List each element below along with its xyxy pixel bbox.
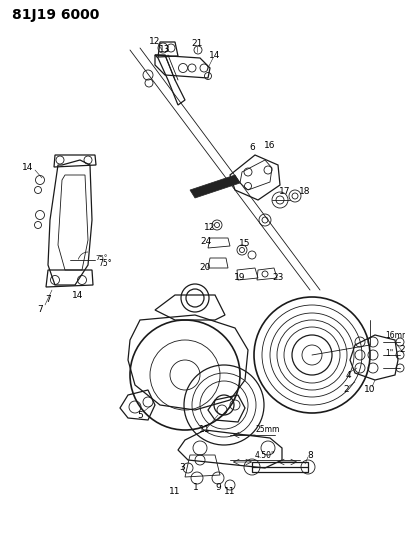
Text: 16mm: 16mm <box>385 332 405 341</box>
Text: 75°: 75° <box>98 259 112 268</box>
Text: 14: 14 <box>209 51 221 60</box>
Text: 1": 1" <box>385 350 393 359</box>
Text: 16: 16 <box>264 141 276 149</box>
Text: 7: 7 <box>37 305 43 314</box>
Text: 18: 18 <box>299 188 311 197</box>
Text: 2: 2 <box>343 385 349 394</box>
Text: 22: 22 <box>399 345 405 354</box>
Text: 21: 21 <box>191 38 202 47</box>
Polygon shape <box>190 175 240 198</box>
Text: 15: 15 <box>239 239 251 248</box>
Text: 24: 24 <box>200 238 212 246</box>
Text: 11: 11 <box>224 488 236 497</box>
Text: 9: 9 <box>215 483 221 492</box>
Text: 4: 4 <box>345 370 351 379</box>
Text: 17: 17 <box>279 188 291 197</box>
Text: 81J19 6000: 81J19 6000 <box>12 8 99 22</box>
Text: 13: 13 <box>159 45 171 54</box>
Text: 14: 14 <box>72 290 84 300</box>
Text: 5: 5 <box>137 410 143 419</box>
Text: 8: 8 <box>307 450 313 459</box>
Text: 10: 10 <box>364 385 376 394</box>
Text: 23: 23 <box>272 273 284 282</box>
Text: 12: 12 <box>149 37 161 46</box>
Text: 4.50": 4.50" <box>255 450 275 459</box>
Text: 20: 20 <box>199 263 211 272</box>
Text: 3: 3 <box>179 464 185 472</box>
Text: 19: 19 <box>234 273 246 282</box>
Text: 7: 7 <box>45 295 51 304</box>
Text: 1: 1 <box>193 483 199 492</box>
Text: 11: 11 <box>199 425 211 434</box>
Text: 11: 11 <box>169 488 181 497</box>
Text: 12: 12 <box>204 223 216 232</box>
Text: 75°: 75° <box>96 255 108 261</box>
Text: 14: 14 <box>22 164 34 173</box>
Text: 25mm: 25mm <box>256 425 280 434</box>
Text: 6: 6 <box>249 143 255 152</box>
